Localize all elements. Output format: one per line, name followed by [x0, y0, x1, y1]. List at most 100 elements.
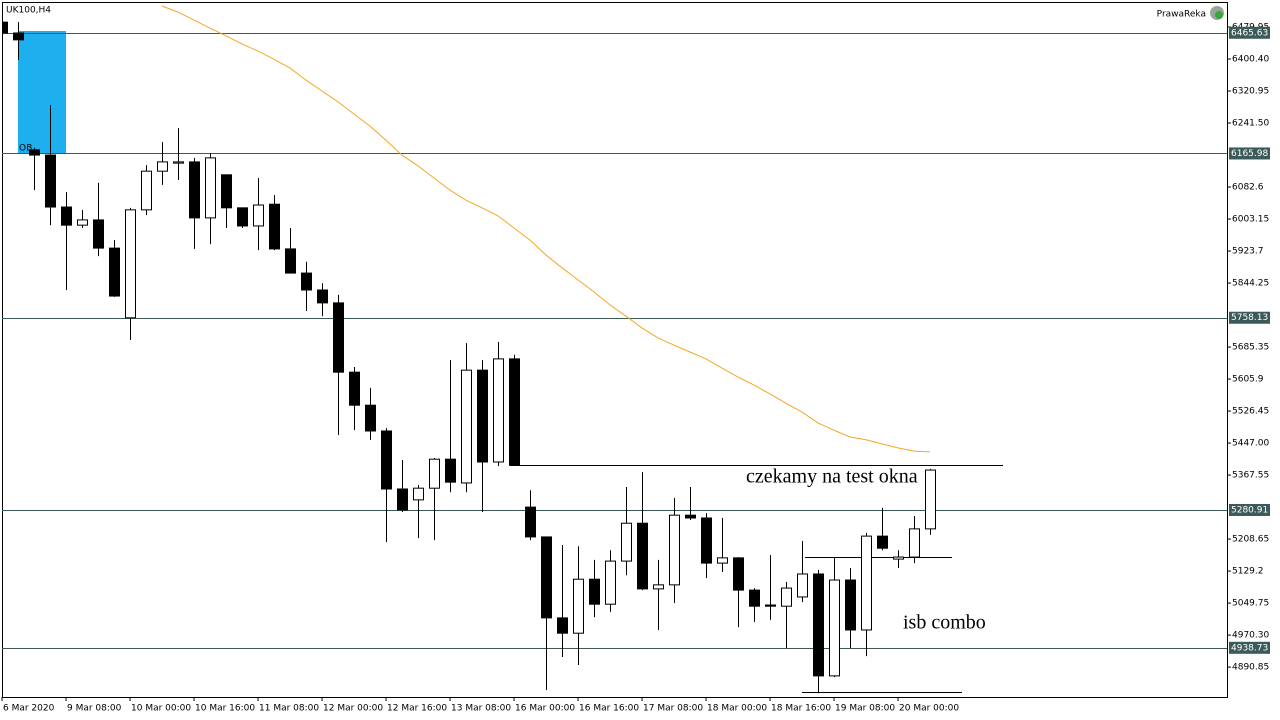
x-tick-label: 10 Mar 00:00: [131, 704, 191, 714]
moving-average: [161, 5, 931, 453]
y-tick-label: 6241.50: [1232, 119, 1269, 129]
y-tick-label: 5367.55: [1232, 471, 1269, 481]
y-tick-label: 6082.6: [1232, 183, 1264, 193]
candle-body: [461, 369, 472, 484]
candle-body: [125, 209, 136, 319]
x-tick-label: 13 Mar 08:00: [451, 704, 511, 714]
candle-body: [349, 371, 360, 406]
chart-title: UK100,H4: [6, 6, 51, 16]
ob-zone: [18, 30, 66, 154]
y-tick-label: 5923.7: [1232, 247, 1264, 257]
candle-body: [237, 207, 248, 227]
candle-body: [925, 469, 936, 530]
candle-body: [333, 302, 344, 373]
candle-body: [13, 32, 24, 41]
candle-body: [525, 506, 536, 538]
level-tag: [1229, 147, 1270, 160]
y-tick-label: 5605.9: [1232, 375, 1264, 385]
candle-body: [365, 404, 376, 432]
candle-body: [701, 517, 712, 564]
candle-body: [573, 578, 584, 634]
annotation: czekamy na test okna: [746, 466, 918, 488]
candle-body: [109, 247, 120, 297]
y-tick-label: 5049.75: [1232, 599, 1269, 609]
level-tag: [1229, 311, 1270, 324]
y-tick-label: 6320.95: [1232, 87, 1269, 97]
candle-body: [813, 573, 824, 677]
candle-body: [893, 556, 904, 560]
brand: PrawaReka: [1157, 10, 1206, 20]
candle-body: [173, 161, 184, 164]
candle-body: [509, 358, 520, 466]
level-tag: [1229, 503, 1270, 516]
x-tick-label: 16 Mar 16:00: [579, 704, 639, 714]
candle-body: [253, 204, 264, 227]
y-tick-label: 4970.30: [1232, 631, 1269, 641]
y-tick-label: 6400.40: [1232, 55, 1269, 65]
x-tick-label: 11 Mar 08:00: [259, 704, 319, 714]
plot-area: OB: [2, 5, 1227, 694]
y-tick-label: 5208.65: [1232, 535, 1269, 545]
x-tick-label: 18 Mar 00:00: [707, 704, 767, 714]
candle-body: [397, 488, 408, 511]
y-tick-label: 5844.25: [1232, 279, 1269, 289]
level-label: 5280.91: [1231, 505, 1268, 515]
candle-body: [445, 458, 456, 483]
candle-body: [45, 154, 56, 208]
level-label: 6165.98: [1231, 149, 1268, 159]
candle-body: [797, 573, 808, 598]
y-tick-label: 5526.45: [1232, 407, 1269, 417]
candle-body: [621, 522, 632, 562]
candle-body: [477, 369, 488, 463]
candle-body: [669, 514, 680, 586]
candle-body: [301, 272, 312, 291]
x-tick-label: 10 Mar 16:00: [195, 704, 255, 714]
candle-body: [877, 535, 888, 549]
candle-body: [157, 161, 168, 172]
candle-body: [909, 528, 920, 558]
candle-body: [589, 578, 600, 605]
x-tick-label: 12 Mar 16:00: [387, 704, 447, 714]
x-tick-label: 18 Mar 16:00: [771, 704, 831, 714]
candle-body: [749, 589, 760, 607]
candle-body: [77, 219, 88, 226]
plot-frame: [2, 2, 1228, 698]
candle-body: [221, 174, 232, 209]
candle-body: [413, 487, 424, 501]
x-tick-label: 9 Mar 08:00: [67, 704, 122, 714]
candle-body: [637, 522, 648, 590]
candle-body: [733, 557, 744, 591]
x-tick-label: 6 Mar 2020: [3, 704, 55, 714]
x-tick-label: 19 Mar 08:00: [835, 704, 895, 714]
y-tick-label: 5685.35: [1232, 343, 1269, 353]
y-tick-label: 6003.15: [1232, 215, 1269, 225]
candle-body: [541, 536, 552, 619]
zone-label: OB: [19, 143, 32, 153]
candle-body: [685, 514, 696, 519]
level-tag: [1229, 641, 1270, 654]
candle-body: [605, 560, 616, 605]
candle-body: [653, 584, 664, 590]
candle-body: [765, 604, 776, 607]
y-tick-label: 5447.00: [1232, 439, 1269, 449]
x-tick-label: 20 Mar 00:00: [899, 704, 959, 714]
candle-body: [29, 149, 40, 156]
level-label: 6465.63: [1231, 28, 1268, 38]
candle-body: [2, 21, 8, 34]
x-tick-label: 16 Mar 00:00: [515, 704, 575, 714]
candle-body: [861, 535, 872, 631]
candle-body: [429, 458, 440, 489]
x-tick-label: 17 Mar 08:00: [643, 704, 703, 714]
candle-body: [829, 579, 840, 677]
brand-icon: [1210, 6, 1224, 20]
candle-body: [205, 157, 216, 219]
candle-body: [381, 430, 392, 490]
x-tick-label: 12 Mar 00:00: [323, 704, 383, 714]
annotation: isb combo: [903, 612, 986, 634]
level-tag: [1229, 26, 1270, 39]
y-tick-label: 5129.2: [1232, 567, 1264, 577]
candle-body: [845, 579, 856, 631]
candle-body: [285, 248, 296, 274]
